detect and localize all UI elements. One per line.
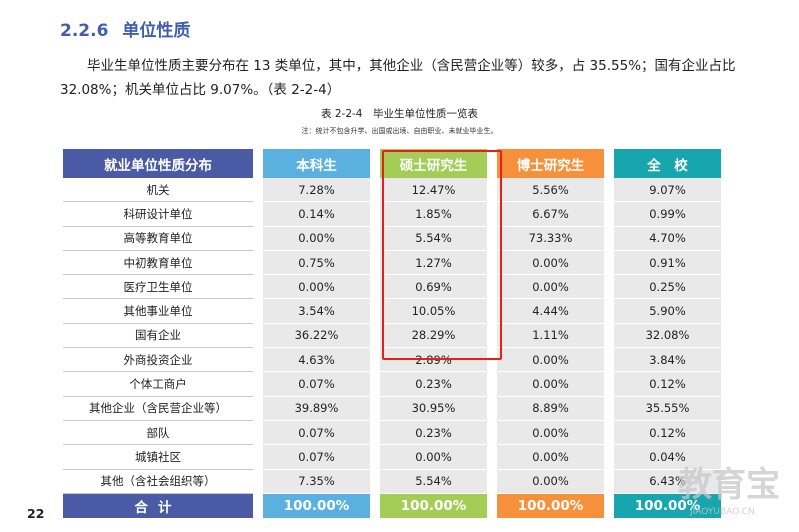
row-undergrad-cell: 4.63% — [263, 348, 370, 373]
row-all-cell: 0.99% — [614, 202, 721, 227]
row-all-cell: 0.91% — [614, 250, 721, 276]
table-row: 国有企业 36.22% 28.29% 1.11% 32.08% — [63, 323, 721, 349]
intro-paragraph: 毕业生单位性质主要分布在 13 类单位，其中，其他企业（含民营企业等）较多，占 … — [60, 54, 750, 102]
table-header-row: 就业单位性质分布 本科生 硕士研究生 博士研究生 全 校 — [63, 149, 721, 178]
row-category-cell: 外商投资企业 — [63, 348, 253, 373]
table-row: 部队 0.07% 0.23% 0.00% 0.12% — [63, 420, 721, 446]
header-category: 就业单位性质分布 — [63, 149, 253, 178]
row-category-cell: 高等教育单位 — [63, 226, 253, 251]
row-phd-cell: 0.00% — [497, 250, 604, 276]
row-phd-cell: 5.56% — [497, 178, 604, 203]
table-row: 外商投资企业 4.63% 2.89% 0.00% 3.84% — [63, 348, 721, 373]
header-all: 全 校 — [614, 149, 721, 178]
row-category-cell: 其他企业（含民营企业等） — [63, 396, 253, 421]
table-row: 其他事业单位 3.54% 10.05% 4.44% 5.90% — [63, 299, 721, 324]
row-master-cell: 30.95% — [380, 396, 487, 421]
row-phd-cell: 4.44% — [497, 299, 604, 324]
row-phd-cell: 1.11% — [497, 323, 604, 349]
row-phd-cell: 0.00% — [497, 469, 604, 494]
row-all-cell: 0.04% — [614, 445, 721, 470]
row-master-cell: 1.27% — [380, 250, 487, 276]
row-undergrad-cell: 36.22% — [263, 323, 370, 349]
row-phd-cell: 0.00% — [497, 445, 604, 470]
section-heading: 2.2.6 单位性质 — [60, 16, 190, 41]
row-category-cell: 个体工商户 — [63, 372, 253, 397]
row-phd-cell: 0.00% — [497, 348, 604, 373]
row-undergrad-cell: 0.14% — [263, 202, 370, 227]
row-master-cell: 1.85% — [380, 202, 487, 227]
row-master-cell: 5.54% — [380, 469, 487, 494]
row-master-cell: 100.00% — [380, 493, 487, 518]
section-number: 2.2.6 — [60, 21, 109, 41]
row-master-cell: 0.69% — [380, 275, 487, 300]
row-category-cell: 合计 — [63, 493, 253, 518]
row-undergrad-cell: 39.89% — [263, 396, 370, 421]
row-phd-cell: 0.00% — [497, 420, 604, 446]
row-all-cell: 9.07% — [614, 178, 721, 203]
row-category-cell: 其他事业单位 — [63, 299, 253, 324]
row-undergrad-cell: 100.00% — [263, 493, 370, 518]
row-master-cell: 0.23% — [380, 420, 487, 446]
table-total-row: 合计 100.00% 100.00% 100.00% 100.00% — [63, 493, 721, 518]
intro-paragraph-text: 毕业生单位性质主要分布在 13 类单位，其中，其他企业（含民营企业等）较多，占 … — [60, 58, 736, 98]
table-row: 其他企业（含民营企业等） 39.89% 30.95% 8.89% 35.55% — [63, 396, 721, 421]
row-category-cell: 科研设计单位 — [63, 202, 253, 227]
row-category-cell: 医疗卫生单位 — [63, 275, 253, 300]
table-row: 高等教育单位 0.00% 5.54% 73.33% 4.70% — [63, 226, 721, 251]
row-category-cell: 中初教育单位 — [63, 250, 253, 276]
header-undergrad: 本科生 — [263, 149, 370, 178]
page-number: 22 — [27, 506, 45, 521]
header-phd: 博士研究生 — [497, 149, 604, 178]
table-row: 个体工商户 0.07% 0.23% 0.00% 0.12% — [63, 372, 721, 397]
table-row: 中初教育单位 0.75% 1.27% 0.00% 0.91% — [63, 250, 721, 276]
table-caption: 表 2-2-4 毕业生单位性质一览表 — [321, 108, 478, 120]
row-master-cell: 5.54% — [380, 226, 487, 251]
row-undergrad-cell: 7.35% — [263, 469, 370, 494]
row-all-cell: 6.43% — [614, 469, 721, 494]
row-category-cell: 国有企业 — [63, 323, 253, 349]
row-phd-cell: 100.00% — [497, 493, 604, 518]
row-master-cell: 10.05% — [380, 299, 487, 324]
row-all-cell: 100.00% — [614, 493, 721, 518]
row-undergrad-cell: 3.54% — [263, 299, 370, 324]
header-master: 硕士研究生 — [380, 149, 487, 178]
row-phd-cell: 73.33% — [497, 226, 604, 251]
table-row: 城镇社区 0.07% 0.00% 0.00% 0.04% — [63, 445, 721, 470]
section-title: 单位性质 — [122, 21, 191, 41]
row-category-cell: 城镇社区 — [63, 445, 253, 470]
row-category-cell: 部队 — [63, 420, 253, 446]
row-undergrad-cell: 0.00% — [263, 275, 370, 300]
table-note: 注：统计不包含升学、出国或出境、自由职业、未就业毕业生。 — [301, 127, 498, 135]
table-row: 医疗卫生单位 0.00% 0.69% 0.00% 0.25% — [63, 275, 721, 300]
table-row: 其他（含社会组织等） 7.35% 5.54% 0.00% 6.43% — [63, 469, 721, 494]
row-phd-cell: 6.67% — [497, 202, 604, 227]
row-master-cell: 0.23% — [380, 372, 487, 397]
row-phd-cell: 0.00% — [497, 372, 604, 397]
row-phd-cell: 8.89% — [497, 396, 604, 421]
row-undergrad-cell: 0.07% — [263, 445, 370, 470]
row-undergrad-cell: 0.75% — [263, 250, 370, 276]
row-all-cell: 32.08% — [614, 323, 721, 349]
row-undergrad-cell: 7.28% — [263, 178, 370, 203]
row-all-cell: 0.25% — [614, 275, 721, 300]
row-master-cell: 2.89% — [380, 348, 487, 373]
row-undergrad-cell: 0.07% — [263, 372, 370, 397]
row-all-cell: 35.55% — [614, 396, 721, 421]
row-phd-cell: 0.00% — [497, 275, 604, 300]
row-all-cell: 4.70% — [614, 226, 721, 251]
row-all-cell: 5.90% — [614, 299, 721, 324]
row-undergrad-cell: 0.00% — [263, 226, 370, 251]
row-master-cell: 28.29% — [380, 323, 487, 349]
row-category-cell: 机关 — [63, 178, 253, 203]
row-all-cell: 0.12% — [614, 420, 721, 446]
row-undergrad-cell: 0.07% — [263, 420, 370, 446]
table-row: 科研设计单位 0.14% 1.85% 6.67% 0.99% — [63, 202, 721, 227]
row-all-cell: 0.12% — [614, 372, 721, 397]
row-all-cell: 3.84% — [614, 348, 721, 373]
employer-type-table: 就业单位性质分布 本科生 硕士研究生 博士研究生 全 校 机关 7.28% 12.4… — [63, 149, 721, 518]
row-category-cell: 其他（含社会组织等） — [63, 469, 253, 494]
row-master-cell: 12.47% — [380, 178, 487, 203]
table-row: 机关 7.28% 12.47% 5.56% 9.07% — [63, 178, 721, 203]
row-master-cell: 0.00% — [380, 445, 487, 470]
